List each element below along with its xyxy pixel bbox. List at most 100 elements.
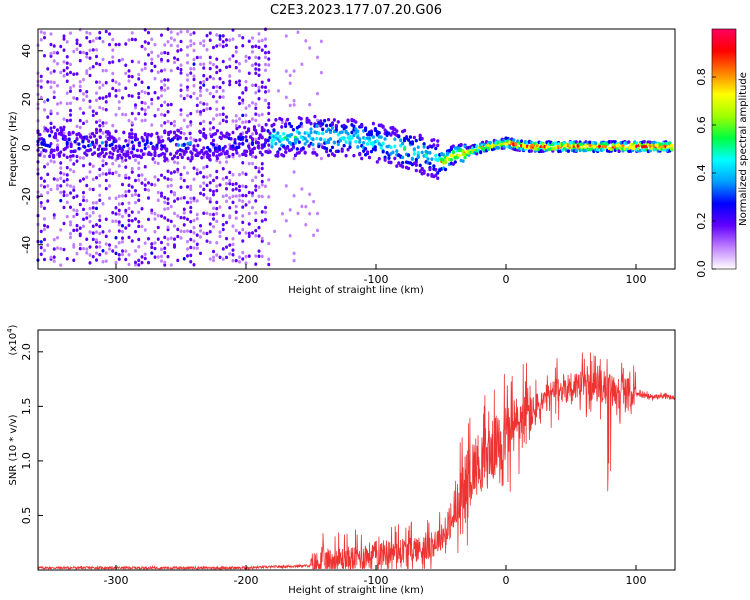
spectrogram-cell-1736 <box>270 144 274 149</box>
spectrogram-cell-1220 <box>254 254 258 258</box>
spectrogram-cell-1254 <box>257 136 261 141</box>
spectrogram-cell-802 <box>179 39 183 44</box>
spectrogram-cell-1231 <box>254 137 258 142</box>
spectrogram-cell-2038 <box>389 160 393 165</box>
spectrogram-cell-1120 <box>234 119 238 123</box>
spectrogram-cell-2077 <box>403 147 407 151</box>
spectrogram-cell-1970 <box>362 149 366 153</box>
spectrogram-cell-686 <box>160 69 163 73</box>
spectrogram-cell-64 <box>46 80 50 84</box>
spectrogram-cell-624 <box>150 245 154 250</box>
spectrogram-cell-551 <box>134 103 137 107</box>
spectrogram-cell-559 <box>137 220 141 224</box>
spectrogram-cell-673 <box>160 194 163 198</box>
spectrogram-cell-1981 <box>365 150 370 154</box>
spectrogram-cell-1600 <box>182 152 186 156</box>
spectrogram-cell-1301 <box>264 44 267 48</box>
spectrogram-cell-1826 <box>305 116 309 121</box>
spectrogram-cell-1079 <box>228 196 232 200</box>
spectrogram-cell-1429 <box>71 130 75 135</box>
spectrogram-cell-345 <box>98 167 102 172</box>
spectrogram-cell-907 <box>199 110 202 114</box>
spectrogram-cell-427 <box>114 260 118 265</box>
spectrogram-cell-249 <box>82 163 85 168</box>
spectrogram-cell-1049 <box>221 88 225 93</box>
spectrogram-cell-842 <box>189 219 193 224</box>
spectrogram-cell-57 <box>46 190 50 195</box>
spectrogram-cell-247 <box>82 190 85 195</box>
spectrogram-cell-455 <box>117 164 121 168</box>
spectrogram-cell-857 <box>189 71 193 75</box>
spectrogram-cell-2112 <box>416 150 420 155</box>
spectrogram-cell-463 <box>117 42 121 47</box>
spectrogram-cell-1179 <box>244 113 248 118</box>
spectrogram-cell-1172 <box>244 203 248 207</box>
spectrogram-cell-128 <box>59 70 63 75</box>
spectrogram-cell-1796 <box>293 140 297 145</box>
spectrogram-cell-297 <box>91 254 95 259</box>
spectrogram-cell-693 <box>163 250 167 255</box>
spectrogram-cell-1960 <box>358 152 362 157</box>
spectrogram-cell-1865 <box>321 127 325 132</box>
spectrogram-cell-1644 <box>211 142 216 147</box>
spectrogram-cell-989 <box>212 117 215 121</box>
spectrogram-cell-978 <box>212 224 215 229</box>
spectrogram-cell-1042 <box>221 177 225 181</box>
colorbar-tick-label-2: 0.4 <box>695 164 708 182</box>
spectrogram-cell-2054 <box>395 149 399 153</box>
spectrogram-cell-1940 <box>350 136 354 140</box>
spectrogram-cell-219 <box>75 38 79 43</box>
spectrogram-cell-1156 <box>241 184 245 188</box>
spectrogram-cell-572 <box>137 72 141 77</box>
spectrogram-cell-774 <box>176 161 180 165</box>
spectrogram-cell-1297 <box>264 68 267 72</box>
spectrogram-cell-828 <box>186 93 189 98</box>
spectrogram-cell-2051 <box>393 156 397 161</box>
spectrogram-cell-397 <box>108 243 111 247</box>
spectrogram-cell-459 <box>117 100 121 104</box>
spectrogram-cell-364 <box>101 163 105 168</box>
spectrogram-cell-623 <box>150 251 154 255</box>
spectrogram-cell-533 <box>130 94 134 98</box>
spectrogram-cell-1761 <box>280 125 284 129</box>
spectrogram-cell-652 <box>153 64 157 69</box>
spectrogram-cell-1074 <box>228 252 232 256</box>
spectrogram-cell-312 <box>91 39 95 43</box>
spectrogram-cell-38 <box>43 227 46 232</box>
spectrogram-cell-1692 <box>243 125 247 130</box>
spectrogram-cell-1268 <box>260 239 264 243</box>
spectrogram-cell-769 <box>176 227 180 232</box>
spectrogram-cell-283 <box>88 214 92 218</box>
spectrogram-cell-1245 <box>257 249 261 253</box>
spectrogram-cell-1663 <box>223 144 227 149</box>
spectrogram-cell-657 <box>156 213 160 218</box>
spectrogram-cell-1185 <box>244 54 248 59</box>
spectrogram-cell-829 <box>186 88 189 92</box>
spectrogram-cell-787 <box>179 196 183 201</box>
spectrogram-cell-1011 <box>215 99 219 104</box>
spectrogram-cell-534 <box>130 74 134 79</box>
spectrogram-cell-1271 <box>260 210 264 214</box>
spectrogram-cell-171 <box>69 205 72 209</box>
spectrogram-cell-359 <box>101 260 105 264</box>
spectrogram-cell-62 <box>46 115 50 119</box>
spectrogram-cell-1884 <box>328 137 333 141</box>
spectrogram-cell-429 <box>114 245 118 249</box>
spectrogram-cell-981 <box>212 206 215 211</box>
spectrogram-cell-1296 <box>264 85 267 89</box>
spectrogram-y-axis-label: Frequency (Hz) <box>8 111 19 187</box>
spectrogram-cell-237 <box>78 58 82 63</box>
spectrogram-cell-928 <box>202 108 206 113</box>
spectrogram-cell-317 <box>95 238 98 242</box>
spectrogram-cell-827 <box>186 113 189 118</box>
spectrogram-cell-724 <box>166 177 170 181</box>
spectrogram-cell-1051 <box>221 59 225 64</box>
spectrogram-cell-505 <box>127 189 131 193</box>
spectrogram-cell-1359 <box>308 46 312 50</box>
spectrogram-cell-1945 <box>352 133 356 138</box>
spectrogram-cell-537 <box>130 31 134 35</box>
spectrogram-cell-481 <box>124 226 128 230</box>
spectrogram-cell-320 <box>95 206 98 211</box>
spectrogram-cell-351 <box>98 118 102 123</box>
spectrogram-cell-1812 <box>299 117 303 121</box>
